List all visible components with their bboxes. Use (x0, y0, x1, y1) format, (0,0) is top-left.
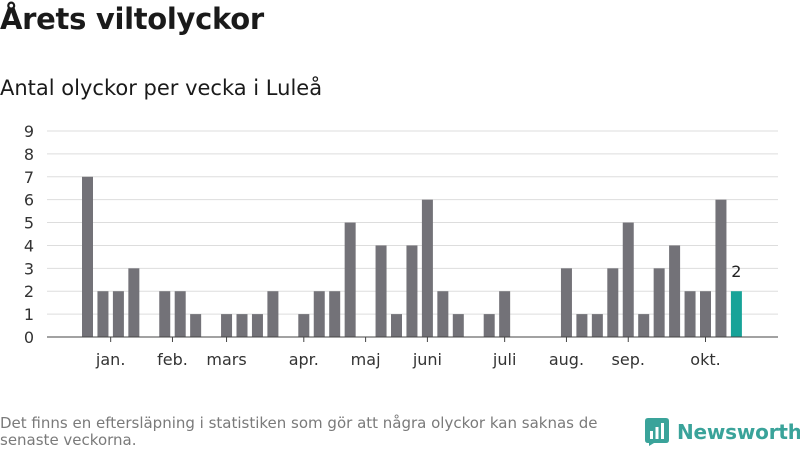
x-tick-label: apr. (289, 350, 319, 369)
brand-logo: Newsworthy (645, 418, 800, 446)
bar (112, 291, 124, 337)
bar (128, 268, 140, 337)
bar (622, 222, 634, 337)
y-tick-label: 1 (24, 305, 34, 324)
bar (421, 199, 433, 337)
footnote: Det finns en eftersläpning i statistiken… (0, 414, 598, 449)
bar (329, 291, 341, 337)
bar (607, 268, 619, 337)
bar (267, 291, 279, 337)
newsworthy-chart-icon (645, 418, 669, 446)
bar (236, 314, 248, 337)
bar-chart: 0 1 2 3 4 5 6 7 8 9 jan. feb. mars apr. maj juni juli aug… (24, 122, 778, 369)
bar (499, 291, 511, 337)
bar (97, 291, 109, 337)
x-tick-label: okt. (690, 350, 720, 369)
x-tick-label: maj (351, 350, 381, 369)
bar (638, 314, 650, 337)
y-tick-label: 3 (24, 259, 34, 278)
bar (174, 291, 186, 337)
brand-name: Newsworthy (677, 420, 800, 444)
bar (82, 176, 93, 337)
bar (391, 314, 402, 337)
bar (576, 314, 588, 337)
y-tick-label: 8 (24, 145, 34, 164)
y-tick-label: 6 (24, 191, 34, 210)
bar (190, 314, 202, 337)
x-tick-label: jan. (95, 350, 125, 369)
bar (684, 291, 696, 337)
bar (159, 291, 171, 337)
bar (700, 291, 711, 337)
chart-title: Årets viltolyckor (0, 2, 264, 36)
bar (452, 314, 464, 337)
bar (715, 199, 727, 337)
chart-subtitle: Antal olyckor per vecka i Luleå (0, 76, 323, 100)
y-tick-label: 2 (24, 282, 34, 301)
bar (375, 245, 387, 337)
x-tick-label: juni (412, 350, 442, 369)
bar (669, 245, 681, 337)
bar (730, 291, 742, 337)
data-label: 2 (731, 262, 741, 281)
y-tick-label: 4 (24, 236, 34, 255)
bar (560, 268, 572, 337)
bar (221, 314, 233, 337)
x-tick-label: feb. (157, 350, 188, 369)
bar (483, 314, 495, 337)
y-tick-label: 9 (24, 122, 34, 141)
bar (406, 245, 418, 337)
bar (653, 268, 665, 337)
bar (313, 291, 325, 337)
bar (591, 314, 603, 337)
y-tick-label: 0 (24, 328, 34, 347)
bar (437, 291, 449, 337)
x-tick-label: sep. (612, 350, 645, 369)
bar (251, 314, 263, 337)
bar (344, 222, 356, 337)
x-tick-label: aug. (549, 350, 584, 369)
x-tick-label: juli (492, 350, 516, 369)
bar (298, 314, 310, 337)
y-tick-label: 7 (24, 168, 34, 187)
y-tick-label: 5 (24, 214, 34, 233)
x-tick-label: mars (206, 350, 246, 369)
